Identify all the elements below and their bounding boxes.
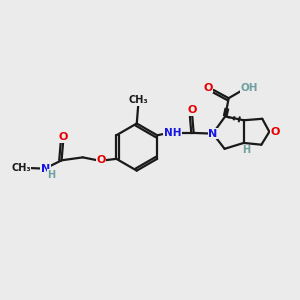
Text: N: N	[41, 164, 50, 174]
Text: O: O	[58, 132, 68, 142]
Text: N: N	[208, 128, 218, 139]
Text: NH: NH	[164, 128, 181, 138]
Text: O: O	[203, 82, 213, 93]
Text: CH₃: CH₃	[11, 163, 31, 173]
Text: OH: OH	[241, 82, 258, 93]
Text: O: O	[96, 155, 106, 165]
Text: H: H	[47, 170, 56, 180]
Text: H: H	[242, 145, 250, 155]
Text: O: O	[271, 127, 280, 137]
Text: O: O	[188, 105, 197, 115]
Text: CH₃: CH₃	[128, 95, 148, 105]
